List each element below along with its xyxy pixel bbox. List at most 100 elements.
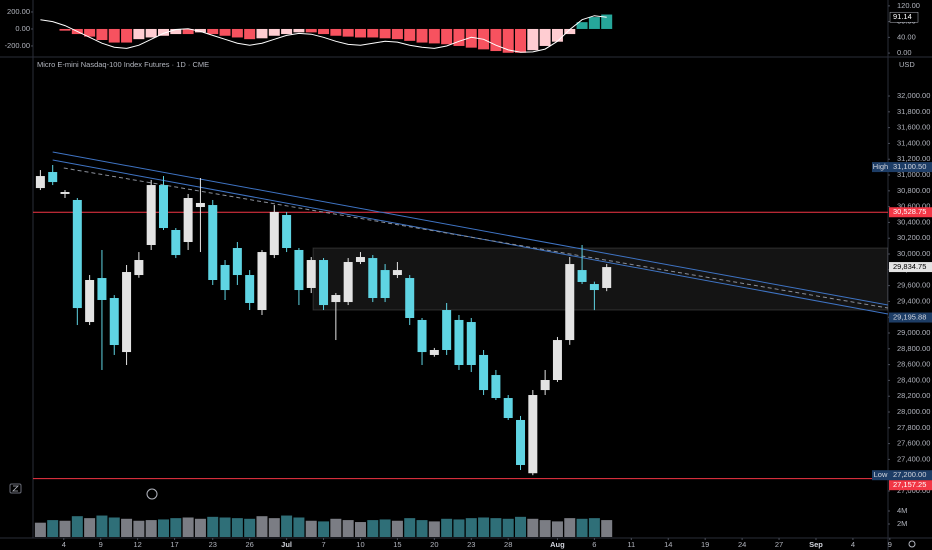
y-tick-label: 40.00 [897, 32, 916, 41]
histogram-bar [219, 28, 231, 36]
y-tick-label: 31,400.00 [897, 138, 930, 147]
histogram-bar [108, 28, 120, 43]
histogram-bar [441, 28, 453, 45]
x-tick-label: 23 [467, 540, 475, 549]
volume-bar [121, 518, 133, 537]
x-tick-label: 17 [170, 540, 178, 549]
y-tick-label: 31,200.00 [897, 154, 930, 163]
candle-body [319, 260, 329, 306]
price-badge [889, 312, 932, 323]
candle-body [429, 349, 439, 355]
candle-body [294, 249, 304, 291]
price-badge-label: 27,157.25 [893, 480, 926, 489]
histogram-bar [342, 28, 354, 37]
candle-body [331, 295, 341, 303]
y-tick-label: 120.00 [897, 1, 920, 10]
volume-bar [182, 517, 194, 537]
candle-body [602, 267, 612, 288]
volume-bar [601, 520, 613, 537]
candle-body [97, 278, 107, 300]
candle-body [442, 310, 452, 350]
volume-bar [354, 522, 366, 537]
y-tick-label: 27,000.00 [897, 486, 930, 495]
x-tick-label: Aug [550, 540, 565, 549]
volume-bar [367, 520, 379, 537]
price-badge [889, 162, 932, 173]
candle-body [183, 198, 193, 243]
y-tick-label: 29,000.00 [897, 328, 930, 337]
candle-body [85, 280, 95, 323]
candle-body [466, 322, 476, 365]
candle-body [540, 380, 550, 391]
event-marker[interactable] [146, 488, 158, 500]
x-tick-label: 7 [321, 540, 325, 549]
volume-bar [588, 518, 600, 537]
badge-name-box [872, 470, 889, 481]
overlay: 91.14 High 31,100.50 29,834.75 29,195.88 Low 2… [872, 11, 932, 491]
volume-bar [515, 516, 527, 537]
histogram-bar [268, 28, 280, 36]
volume-bar [145, 520, 157, 537]
candle-body [245, 275, 255, 303]
y-tick-label: 31,600.00 [897, 123, 930, 132]
histogram-bar [576, 22, 588, 29]
y-tick-label: 30,000.00 [897, 249, 930, 258]
volume-bar [551, 521, 563, 537]
volume-bar [71, 516, 83, 537]
volume-bar [539, 520, 551, 537]
x-tick-label: 10 [356, 540, 364, 549]
badge-name: Low [874, 470, 888, 479]
x-tick-label: 12 [133, 540, 141, 549]
volume-bar [441, 518, 453, 537]
volume-bar [84, 518, 96, 537]
histogram-bar [281, 28, 293, 35]
histogram-bar [502, 28, 514, 53]
histogram-bar [84, 28, 96, 37]
settings-icon[interactable] [908, 540, 916, 548]
volume-bar [502, 518, 514, 537]
candle-body [565, 264, 575, 341]
y-tick-label: 31,800.00 [897, 107, 930, 116]
volume-bar [527, 518, 539, 537]
volume-bar [34, 522, 46, 537]
x-tick-label: 24 [738, 540, 746, 549]
y-tick-label: 4M [897, 506, 907, 515]
volume-bar [157, 519, 169, 537]
price-badge-label: 29,834.75 [893, 262, 926, 271]
x-tick-label: 9 [888, 540, 892, 549]
badge-name: High [873, 162, 888, 171]
price-badge [889, 480, 932, 491]
y-tick-label: 27,600.00 [897, 439, 930, 448]
histogram-bar [404, 28, 416, 41]
x-tick-label: 19 [701, 540, 709, 549]
price-badge [889, 470, 932, 481]
candle-body [417, 319, 427, 353]
y-tick-label: 30,600.00 [897, 202, 930, 211]
volume-bar [404, 518, 416, 537]
candle-body [220, 264, 230, 291]
candle-body [343, 261, 353, 303]
candle-body [134, 260, 144, 276]
price-badge-label: 31,100.50 [893, 162, 926, 171]
candle-body [355, 257, 365, 262]
histogram-bar [428, 28, 440, 44]
y-tick-label: 30,200.00 [897, 233, 930, 242]
x-tick-label: 15 [393, 540, 401, 549]
volume-bar [318, 521, 330, 537]
x-tick-label: 28 [504, 540, 512, 549]
candle-body [282, 214, 292, 249]
histogram-bar [59, 28, 71, 31]
histogram-bar [133, 28, 145, 40]
volume-bar [576, 518, 588, 537]
histogram-bar [416, 28, 428, 43]
histogram-bar [293, 28, 305, 33]
x-tick-label: 4 [62, 540, 66, 549]
y-tick-label: 31,000.00 [897, 170, 930, 179]
x-tick-label: 6 [592, 540, 596, 549]
candle-body [269, 211, 279, 256]
auto-scale-button[interactable] [9, 483, 22, 494]
candle-body [257, 252, 267, 311]
y-tick-label: 30,400.00 [897, 217, 930, 226]
last-value-badge [889, 11, 919, 23]
